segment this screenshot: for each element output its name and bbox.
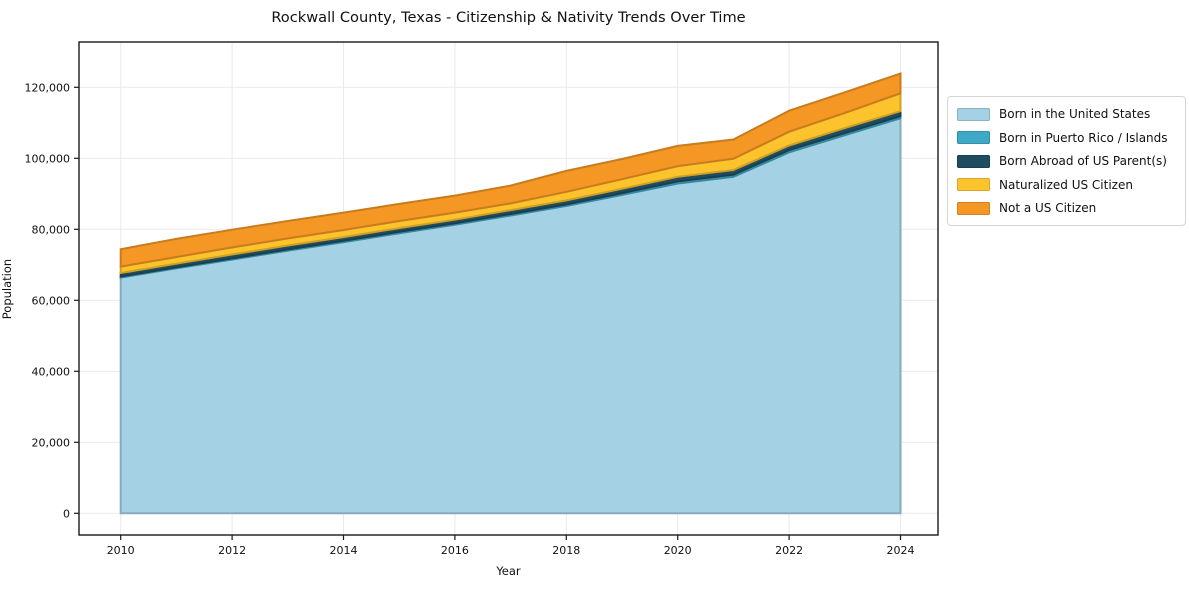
legend-label: Not a US Citizen bbox=[999, 201, 1097, 215]
legend-label: Born in Puerto Rico / Islands bbox=[999, 130, 1168, 145]
legend-item: Naturalized US Citizen bbox=[957, 178, 1175, 192]
y-tick-label: 120,000 bbox=[25, 81, 71, 94]
legend-swatch-puerto-rico bbox=[957, 131, 990, 144]
x-tick-label: 2010 bbox=[107, 544, 135, 557]
legend-item: Born in the United States bbox=[957, 107, 1175, 121]
x-tick-label: 2016 bbox=[441, 544, 469, 557]
x-tick-label: 2022 bbox=[775, 544, 803, 557]
legend-swatch-born-abroad bbox=[957, 154, 990, 168]
legend-label: Born in the United States bbox=[999, 107, 1151, 121]
legend-item: Not a US Citizen bbox=[957, 201, 1175, 215]
y-tick-label: 20,000 bbox=[32, 436, 71, 449]
y-tick-label: 60,000 bbox=[32, 294, 71, 307]
legend-label: Born Abroad of US Parent(s) bbox=[999, 154, 1167, 168]
legend-label: Naturalized US Citizen bbox=[999, 177, 1133, 192]
y-tick-label: 100,000 bbox=[25, 152, 71, 165]
x-tick-label: 2012 bbox=[218, 544, 246, 557]
x-tick-label: 2024 bbox=[887, 544, 915, 557]
legend-swatch-not-citizen bbox=[957, 201, 990, 215]
x-tick-label: 2020 bbox=[664, 544, 692, 557]
y-axis-label: Population bbox=[0, 258, 14, 320]
chart-title: Rockwall County, Texas - Citizenship & N… bbox=[271, 9, 746, 26]
legend-item: Born Abroad of US Parent(s) bbox=[957, 154, 1175, 168]
axes-border bbox=[78, 41, 939, 536]
legend-item: Born in Puerto Rico / Islands bbox=[957, 131, 1175, 145]
legend-swatch-naturalized bbox=[957, 178, 990, 191]
y-tick-label: 0 bbox=[63, 507, 70, 520]
x-tick-label: 2018 bbox=[552, 544, 580, 557]
y-tick-label: 40,000 bbox=[32, 365, 71, 378]
legend: Born in the United States Born in Puerto… bbox=[947, 96, 1186, 226]
x-tick-label: 2014 bbox=[330, 544, 358, 557]
y-tick-label: 80,000 bbox=[32, 223, 71, 236]
area-series-4 bbox=[119, 72, 902, 268]
legend-swatch-born-in-us bbox=[957, 107, 990, 121]
x-axis-label: Year bbox=[496, 564, 521, 578]
